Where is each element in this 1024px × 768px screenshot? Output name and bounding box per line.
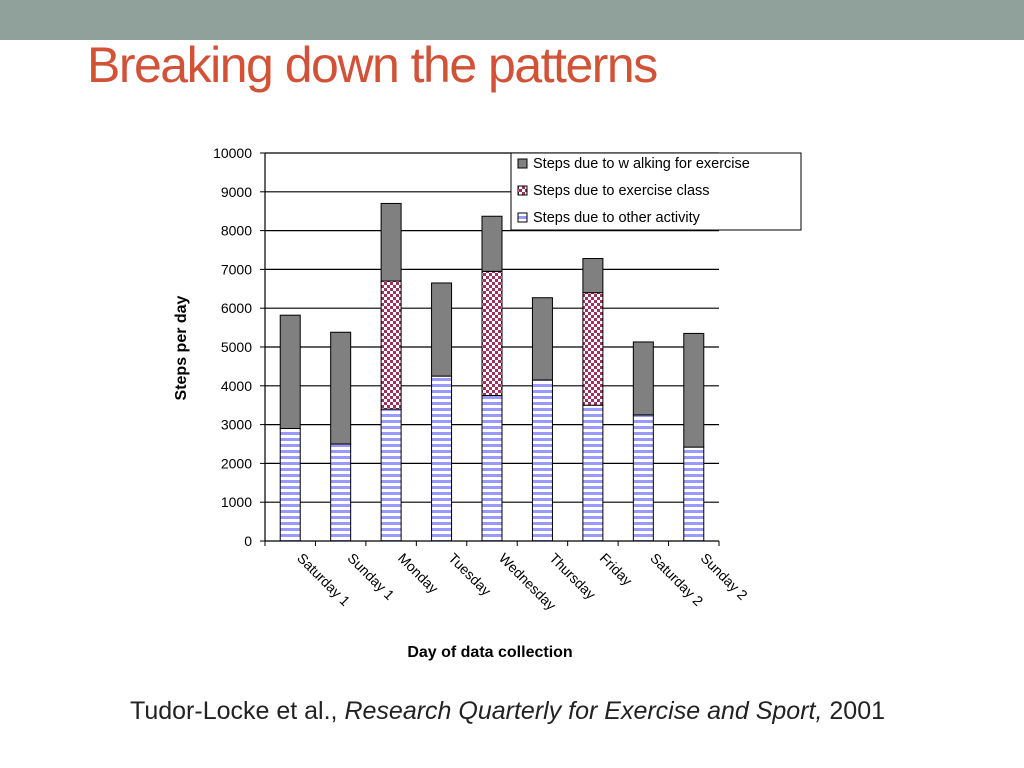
y-tick-label: 7000 <box>221 261 252 277</box>
y-tick-label: 0 <box>244 533 252 549</box>
citation-authors: Tudor-Locke et al., <box>130 697 345 725</box>
legend-label: Steps due to exercise class <box>533 183 710 199</box>
bar-other-activity <box>330 443 352 542</box>
legend-swatch <box>517 158 528 169</box>
x-tick-label: Sunday 2 <box>698 550 751 603</box>
x-tick-label: Tuesday <box>445 550 494 599</box>
bar-exercise-class <box>481 270 503 396</box>
y-tick-label: 8000 <box>221 223 252 239</box>
bar-walking-exercise <box>380 202 402 282</box>
bars <box>279 202 705 542</box>
slide-title: Breaking down the patterns <box>87 37 658 93</box>
x-tick-label: Thursday <box>546 550 599 603</box>
x-tick-label: Sunday 1 <box>345 550 398 603</box>
bar-walking-exercise <box>582 258 604 294</box>
legend-label: Steps due to other activity <box>533 210 701 226</box>
bar-other-activity <box>279 427 301 542</box>
x-tick-label: Saturday 2 <box>647 550 706 609</box>
bar-other-activity <box>481 395 503 542</box>
y-tick-label: 5000 <box>221 339 252 355</box>
steps-chart: 0 1000 2000 3000 4000 5000 6000 7000 8000 9000 100… <box>173 145 802 661</box>
bar-walking-exercise <box>481 215 503 272</box>
x-axis-label: Day of data collection <box>407 644 572 661</box>
bar-other-activity <box>431 375 453 542</box>
legend-box <box>510 152 802 231</box>
x-tick-label: Saturday 1 <box>294 550 353 609</box>
bar-walking-exercise <box>531 297 553 381</box>
y-tick-label: 9000 <box>221 184 252 200</box>
citation: Tudor-Locke et al., Research Quarterly f… <box>130 697 885 726</box>
bar-other-activity <box>683 446 705 542</box>
citation-journal: Research Quarterly for Exercise and Spor… <box>344 697 823 725</box>
bar-walking-exercise <box>683 332 705 448</box>
x-tick-label: Monday <box>395 550 442 597</box>
x-tick-label: Friday <box>597 550 636 589</box>
y-axis-label: Steps per day <box>173 295 190 400</box>
bar-exercise-class <box>380 280 402 410</box>
y-tick-label: 3000 <box>221 417 252 433</box>
bar-other-activity <box>380 408 402 542</box>
bar-other-activity <box>632 414 654 542</box>
legend-label: Steps due to w alking for exercise <box>533 156 750 172</box>
citation-year: 2001 <box>822 697 885 725</box>
bar-walking-exercise <box>330 331 352 445</box>
legend: Steps due to w alking for exercise Steps … <box>510 152 802 231</box>
bar-other-activity <box>531 379 553 542</box>
bar-exercise-class <box>582 292 604 406</box>
bar-walking-exercise <box>279 314 301 429</box>
bar-walking-exercise <box>632 341 654 416</box>
legend-swatch <box>517 185 528 196</box>
legend-swatch <box>517 212 528 223</box>
y-tick-label: 10000 <box>213 145 252 161</box>
axes <box>260 152 720 546</box>
bar-walking-exercise <box>431 282 453 377</box>
y-tick-label: 2000 <box>221 455 252 471</box>
y-tick-label: 1000 <box>221 494 252 510</box>
bar-other-activity <box>582 404 604 542</box>
y-tick-label: 4000 <box>221 378 252 394</box>
top-bar <box>0 0 1024 40</box>
y-tick-label: 6000 <box>221 300 252 316</box>
